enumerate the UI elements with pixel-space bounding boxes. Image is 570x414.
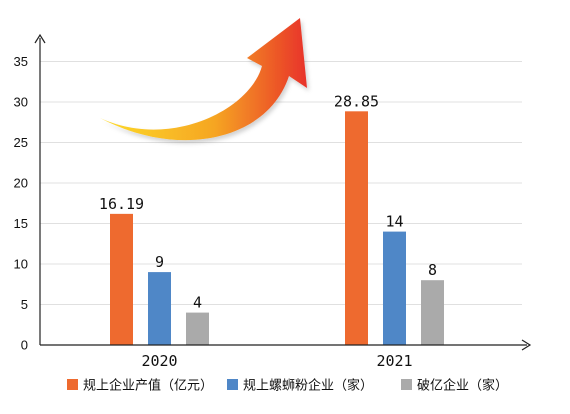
bar-value-label: 8 (428, 261, 437, 279)
y-tick-label: 10 (14, 257, 28, 272)
y-axis-ticks: 0 5 10 15 20 25 30 35 (14, 54, 28, 353)
bar-value-label: 14 (385, 213, 403, 231)
y-tick-label: 25 (14, 135, 28, 150)
bar-value-label: 4 (193, 294, 202, 312)
rising-arrow-decoration (100, 18, 307, 141)
legend-swatch (227, 379, 238, 390)
legend-label: 破亿企业（家） (417, 378, 508, 394)
legend: 规上企业产值（亿元） 规上螺蛳粉企业（家） 破亿企业（家） (67, 378, 508, 394)
bar (148, 272, 171, 345)
y-tick-label: 20 (14, 176, 28, 191)
y-tick-label: 5 (21, 297, 28, 312)
y-axis-arrow (34, 33, 46, 44)
data-labels: 16.19 9 4 28.85 14 8 (99, 92, 437, 311)
legend-swatch (401, 379, 412, 390)
bar (186, 312, 209, 345)
bar (383, 231, 406, 345)
y-tick-label: 35 (14, 54, 28, 69)
y-tick-label: 15 (14, 216, 28, 231)
x-category-label: 2020 (141, 352, 177, 370)
bar (110, 213, 133, 345)
bars (110, 111, 444, 345)
y-tick-label: 30 (14, 95, 28, 110)
bar (345, 111, 368, 345)
bar-value-label: 9 (155, 253, 164, 271)
legend-swatch (67, 379, 78, 390)
axes (34, 33, 532, 351)
x-axis-categories: 2020 2021 (141, 352, 412, 370)
x-category-label: 2021 (376, 352, 412, 370)
legend-label: 规上企业产值（亿元） (83, 378, 213, 394)
y-tick-label: 0 (21, 338, 28, 353)
x-axis-arrow (521, 339, 532, 351)
bar (421, 280, 444, 345)
bar-value-label: 16.19 (99, 195, 144, 213)
bar-value-label: 28.85 (334, 92, 379, 110)
legend-label: 规上螺蛳粉企业（家） (243, 378, 373, 394)
